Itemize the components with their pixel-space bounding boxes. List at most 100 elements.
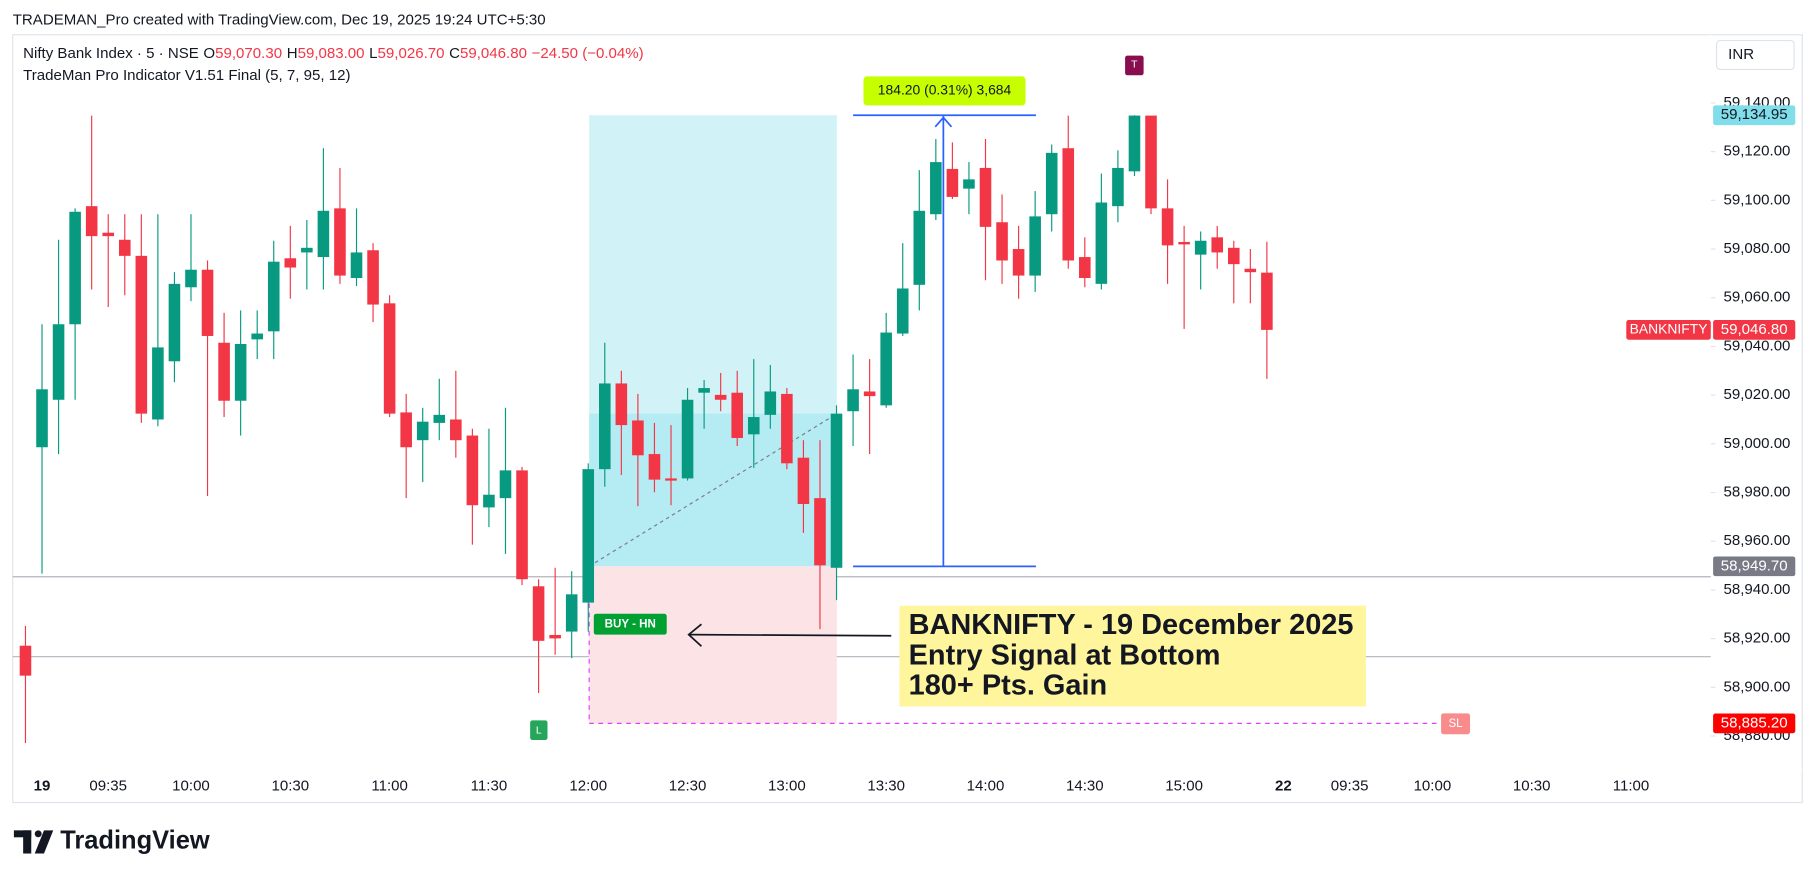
logo-bar bbox=[13, 830, 32, 838]
ohlc-key: O bbox=[203, 44, 216, 62]
y-tick-label: 59,120.00 bbox=[1724, 143, 1791, 160]
candle-body bbox=[251, 333, 263, 340]
candle-body bbox=[284, 258, 297, 268]
candle-body bbox=[1261, 272, 1273, 330]
symbol-tag: BANKNIFTY bbox=[1630, 321, 1708, 337]
ohlc-item: C59,046.80 bbox=[449, 44, 527, 61]
ohlc-value: 59,083.00 bbox=[297, 44, 365, 62]
candle-body bbox=[913, 210, 926, 285]
x-tick-label: 10:00 bbox=[172, 777, 210, 794]
currency: INR bbox=[1728, 46, 1754, 63]
top-marker[interactable] bbox=[1125, 55, 1144, 76]
candles bbox=[19, 115, 1273, 744]
candle-body bbox=[1161, 208, 1174, 246]
measure-arrowhead bbox=[934, 116, 953, 128]
price-label-box bbox=[1713, 105, 1796, 126]
y-tick-label: 59,080.00 bbox=[1724, 240, 1791, 257]
currency-box[interactable] bbox=[1715, 39, 1795, 71]
candle-body bbox=[582, 469, 595, 603]
tradingview-logo-icon bbox=[13, 830, 54, 854]
candle-body bbox=[1194, 240, 1207, 255]
price-label: 58,949.70 bbox=[1721, 557, 1788, 574]
candle-body bbox=[267, 261, 280, 332]
overlay: 184.20 (0.31%) 3,684 BUY - HN SL L T BANKNIFT… bbox=[530, 55, 1471, 741]
stop-box[interactable] bbox=[1441, 713, 1471, 735]
candle-body bbox=[632, 420, 644, 456]
candle-body bbox=[201, 269, 214, 336]
y-tick-label: 58,920.00 bbox=[1724, 630, 1791, 647]
candle-body bbox=[52, 324, 65, 400]
candle-body bbox=[416, 421, 429, 441]
x-tick-label: 10:30 bbox=[271, 777, 309, 794]
candle-body bbox=[946, 168, 959, 197]
candle-body bbox=[19, 645, 32, 676]
candle-body bbox=[979, 167, 992, 227]
note-box bbox=[899, 605, 1366, 707]
logo-dot bbox=[34, 830, 42, 838]
position-tool bbox=[588, 115, 1442, 724]
logo-stem bbox=[23, 830, 32, 854]
price-label-box bbox=[1713, 556, 1796, 577]
profit-fill bbox=[589, 413, 837, 567]
candle-body bbox=[400, 412, 412, 448]
candle-body bbox=[648, 454, 661, 480]
candle-body bbox=[1128, 115, 1141, 172]
candle-body bbox=[69, 211, 81, 325]
symbol-legend: Nifty Bank Index · 5 · NSE O59,070.30 H59… bbox=[23, 44, 644, 61]
price-label: 58,885.20 bbox=[1721, 714, 1788, 731]
candle-body bbox=[1095, 202, 1108, 284]
candle-body bbox=[234, 343, 247, 401]
candle-body bbox=[185, 269, 197, 288]
candle-body bbox=[814, 498, 826, 566]
ohlc-item: H59,083.00 bbox=[287, 44, 365, 61]
stop-label: SL bbox=[1448, 718, 1463, 730]
candle-body bbox=[532, 586, 545, 641]
candle-body bbox=[350, 252, 363, 279]
candle-body bbox=[152, 347, 164, 420]
ohlc-value: 59,026.70 bbox=[377, 44, 445, 62]
x-tick-label: 10:30 bbox=[1513, 777, 1551, 794]
x-tick-label: 10:00 bbox=[1414, 777, 1452, 794]
indicator-legend: TradeMan Pro Indicator V1.51 Final (5, 7… bbox=[23, 66, 351, 84]
candle-body bbox=[681, 399, 694, 479]
x-tick-label: 13:30 bbox=[867, 777, 905, 794]
candle-body bbox=[433, 414, 446, 423]
candle-body bbox=[549, 634, 561, 639]
x-tick-label: 11:00 bbox=[1613, 777, 1650, 794]
note-arrow bbox=[689, 633, 892, 637]
candle-body bbox=[615, 383, 628, 426]
candle-body bbox=[1029, 216, 1041, 276]
candle-body bbox=[1227, 247, 1240, 265]
candle-body bbox=[168, 283, 181, 362]
price-label-box bbox=[1713, 320, 1796, 340]
candle-body bbox=[747, 417, 760, 435]
ohlc-key: C bbox=[449, 44, 460, 62]
change: −24.50 (−0.04%) bbox=[531, 44, 644, 62]
low-marker[interactable] bbox=[530, 720, 548, 741]
attribution: TRADEMAN_Pro created with TradingView.co… bbox=[12, 10, 546, 28]
x-tick-label: 22 bbox=[1275, 777, 1292, 794]
profit-zone bbox=[589, 115, 837, 567]
x-tick-label: 09:35 bbox=[89, 777, 127, 794]
x-tick-label: 12:00 bbox=[569, 777, 607, 794]
candle-body bbox=[102, 232, 115, 237]
candle-body bbox=[880, 332, 892, 406]
logo-slash bbox=[34, 830, 54, 854]
x-tick-label: 09:35 bbox=[1331, 777, 1369, 794]
note-line: BANKNIFTY - 19 December 2025 bbox=[909, 609, 1354, 641]
candle-body bbox=[317, 210, 330, 258]
low-marker-label: L bbox=[536, 726, 542, 737]
candle-body bbox=[781, 393, 793, 464]
price-label: 59,046.80 bbox=[1721, 321, 1788, 338]
y-tick-label: 59,060.00 bbox=[1724, 289, 1791, 306]
candle-body bbox=[1012, 249, 1025, 276]
candle-body bbox=[930, 162, 942, 215]
ohlc-item: L59,026.70 bbox=[369, 44, 444, 61]
signal-box[interactable] bbox=[593, 613, 667, 635]
measure-label: 184.20 (0.31%) 3,684 bbox=[878, 82, 1012, 98]
candle-body bbox=[218, 342, 230, 401]
candle-body bbox=[1045, 152, 1058, 215]
symbol-tag-box bbox=[1626, 320, 1711, 340]
